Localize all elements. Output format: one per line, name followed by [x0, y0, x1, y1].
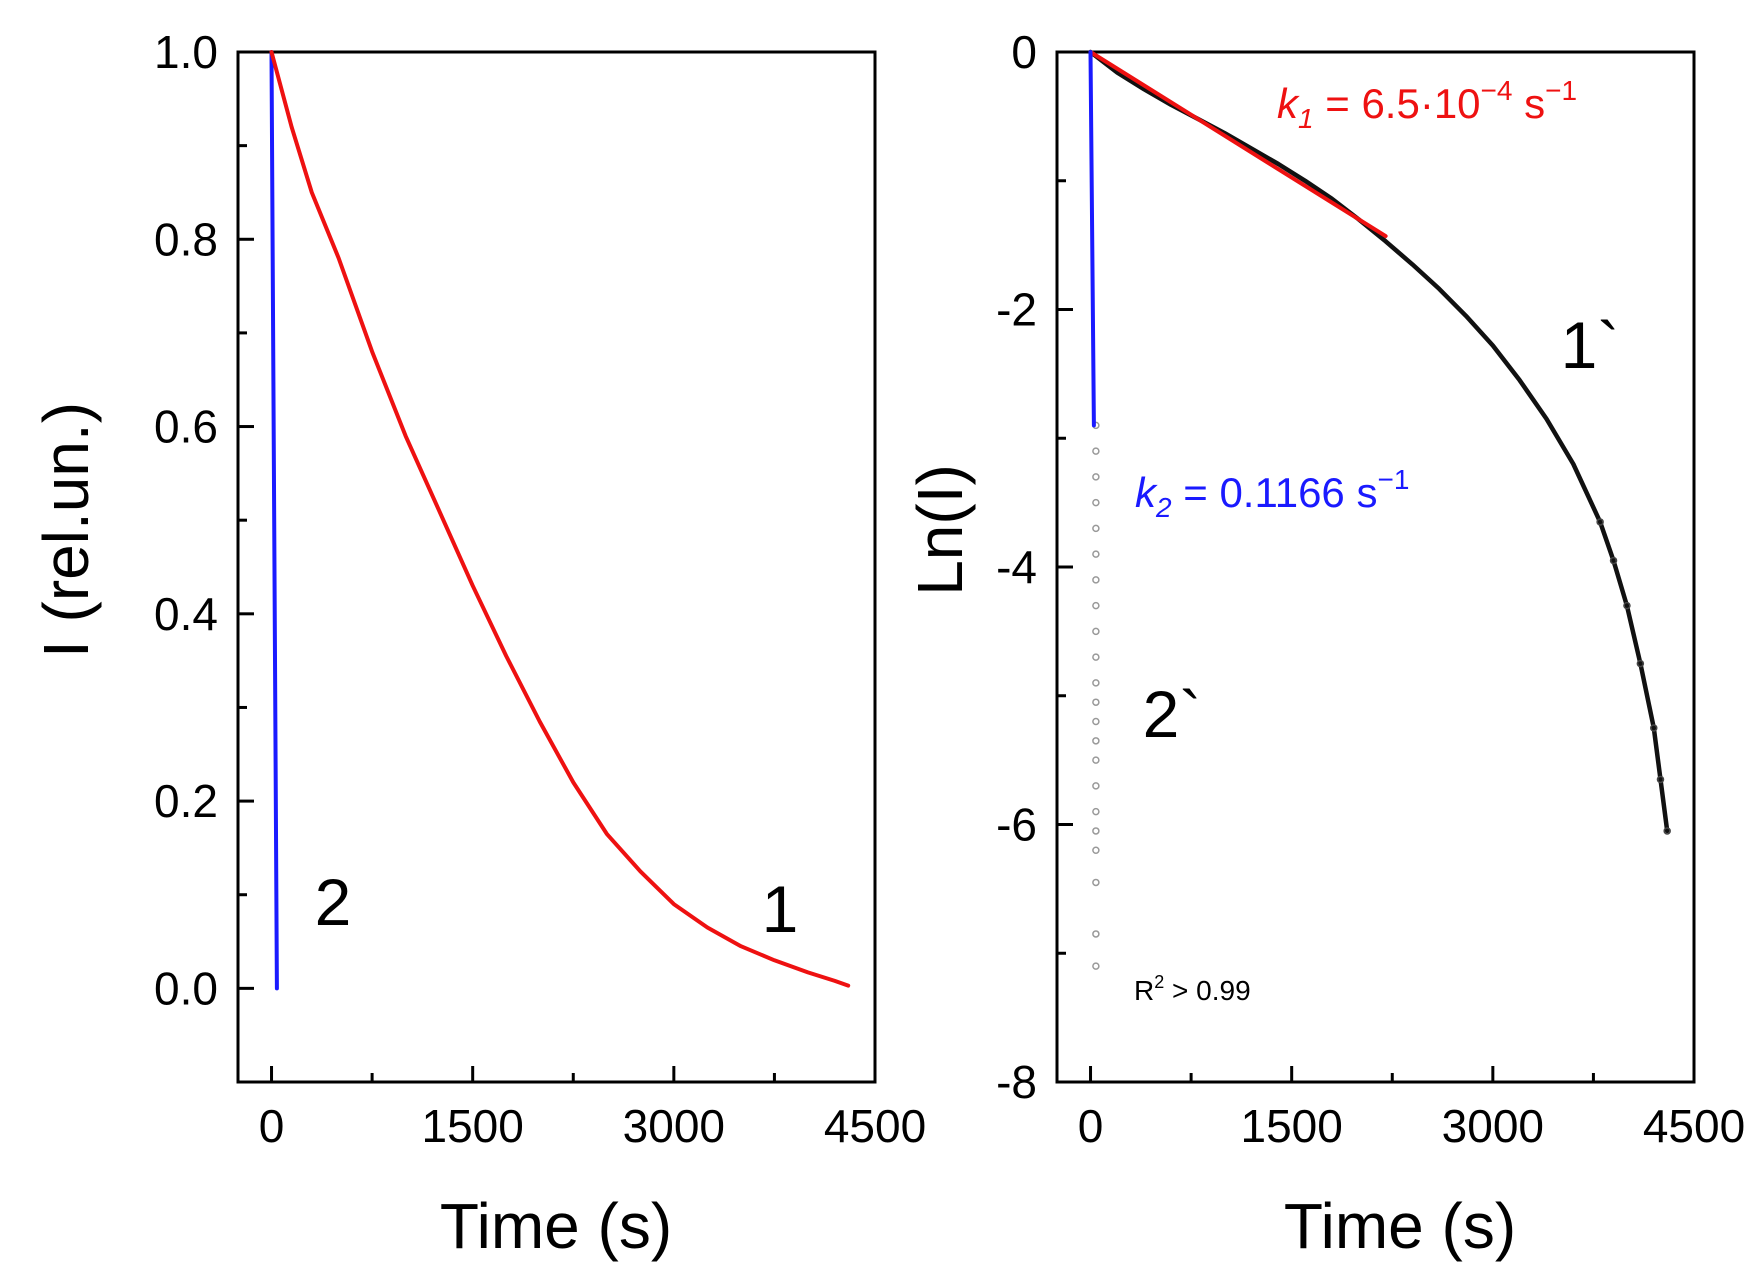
series-2prime-point	[1092, 653, 1100, 661]
r2-exponent: 2	[1154, 972, 1164, 992]
series-2prime-point	[1092, 878, 1100, 887]
k1-unit: s	[1512, 80, 1545, 127]
right-x-tick-label: 3000	[1442, 1100, 1544, 1152]
r2-symbol: R	[1134, 975, 1154, 1006]
right-plot-frame	[1055, 50, 1696, 1084]
k1-label: k1 = 6.5·10−4 s−1	[1277, 75, 1577, 134]
right-x-tick-label: 1500	[1241, 1100, 1343, 1152]
series-2prime-point	[1092, 717, 1100, 726]
series-2prime-point	[1092, 679, 1100, 687]
right-y-tick-label: -8	[996, 1056, 1037, 1108]
series-2prime-point	[1092, 447, 1100, 455]
right-annotation-2prime: 2`	[1143, 677, 1202, 751]
series-1prime-point	[1623, 601, 1631, 610]
k1-equation: = 6.5·10	[1314, 80, 1481, 127]
k1-exponent: −4	[1481, 75, 1513, 106]
right-series-k2-fit	[1088, 50, 1096, 428]
k2-label: k2 = 0.1166 s−1	[1135, 464, 1409, 523]
left-x-axis-label: Time (s)	[440, 1190, 672, 1262]
left-y-tick-label: 1.0	[154, 26, 218, 78]
left-y-tick-label: 0.8	[154, 213, 218, 265]
right-y-tick-label: -4	[996, 541, 1037, 593]
r2-label: R2 > 0.99	[1134, 972, 1251, 1006]
left-ticks: 0 1500 3000 4500 0.0 0.2 0.4 0.6 0.8 1.0	[154, 26, 926, 1152]
series-2prime-point	[1092, 576, 1100, 584]
k2-equation: = 0.1166 s	[1172, 469, 1378, 516]
right-x-tick-label: 0	[1078, 1100, 1104, 1152]
series-1prime-point	[1656, 775, 1665, 784]
left-y-tick-label: 0.0	[154, 962, 218, 1014]
r2-value: > 0.99	[1164, 975, 1250, 1006]
left-series-1	[269, 50, 851, 988]
left-y-axis-label: I (rel.un.)	[30, 402, 102, 658]
left-y-tick-label: 0.4	[154, 588, 218, 640]
left-y-tick-label: 0.6	[154, 401, 218, 453]
series-2prime-point	[1092, 737, 1100, 745]
right-panel: 0 1500 3000 4500 -8 -6 -4 -2 0 Time (s) Ln(I) 1`…	[904, 26, 1745, 1262]
right-ticks: 0 1500 3000 4500 -8 -6 -4 -2 0	[996, 26, 1745, 1152]
series-2prime-point	[1092, 962, 1100, 970]
k1-unit-exponent: −1	[1545, 75, 1577, 106]
left-x-tick-label: 3000	[623, 1100, 725, 1152]
series-1prime-point	[1636, 659, 1645, 668]
right-y-tick-label: 0	[1011, 26, 1037, 78]
left-panel: 0 1500 3000 4500 0.0 0.2 0.4 0.6 0.8 1.0 Time (s)…	[30, 26, 926, 1262]
k1-symbol: k	[1277, 80, 1300, 127]
series-1prime-point	[1663, 827, 1671, 835]
series-2prime-point	[1092, 698, 1100, 706]
series-1prime-point	[1596, 518, 1604, 526]
series-1prime-point	[1650, 724, 1658, 732]
k1-subscript: 1	[1298, 103, 1314, 134]
right-series	[1088, 49, 1671, 970]
left-annotation-2: 2	[315, 865, 352, 939]
left-series-2	[269, 50, 279, 991]
series-2prime-point	[1092, 846, 1100, 854]
series-2prime-point	[1092, 473, 1100, 481]
series-2prime-point	[1092, 782, 1100, 790]
series-2prime-point	[1092, 930, 1100, 938]
left-plot-frame	[236, 50, 877, 1084]
left-x-tick-label: 0	[259, 1100, 285, 1152]
series-1prime-point	[1609, 556, 1618, 565]
right-y-tick-label: -2	[996, 284, 1037, 336]
right-y-tick-label: -6	[996, 799, 1037, 851]
k2-symbol: k	[1135, 469, 1158, 516]
right-x-axis-label: Time (s)	[1284, 1190, 1516, 1262]
series-2prime-point	[1092, 550, 1100, 558]
series-2prime-point	[1092, 827, 1100, 835]
series-2prime-point	[1092, 498, 1100, 507]
right-series-k1-fit	[1088, 50, 1388, 239]
left-series	[269, 50, 851, 991]
left-x-tick-label: 4500	[824, 1100, 926, 1152]
right-annotation-1prime: 1`	[1561, 308, 1620, 382]
right-x-tick-label: 4500	[1643, 1100, 1745, 1152]
series-2prime-point	[1092, 601, 1100, 610]
series-2prime-point	[1092, 627, 1100, 636]
left-annotation-1: 1	[762, 872, 799, 946]
k2-subscript: 2	[1155, 492, 1172, 523]
left-x-tick-label: 1500	[422, 1100, 524, 1152]
k2-exponent: −1	[1377, 464, 1409, 495]
right-y-axis-label: Ln(I)	[904, 464, 976, 596]
series-2prime-point	[1092, 807, 1100, 816]
series-2prime-point	[1092, 756, 1100, 764]
series-2prime-point	[1092, 524, 1100, 533]
left-y-tick-label: 0.2	[154, 775, 218, 827]
